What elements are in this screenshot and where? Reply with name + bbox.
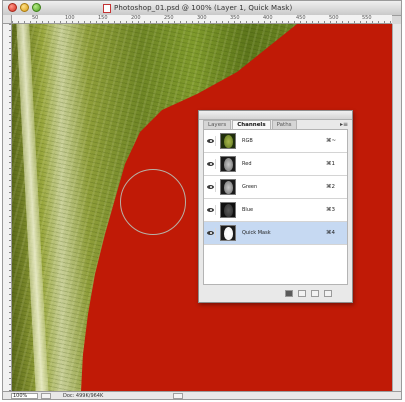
channel-shortcut: ⌘~	[326, 138, 337, 144]
channel-row-rgb[interactable]: RGB ⌘~	[204, 130, 347, 153]
ruler-tick-label: 350	[230, 15, 240, 21]
channel-shortcut: ⌘4	[326, 230, 335, 236]
status-menu-arrow-button[interactable]	[173, 393, 183, 399]
channel-row-quick-mask[interactable]: Quick Mask ⌘4	[204, 222, 347, 245]
horizontal-ruler[interactable]: 50 100 150 200 250 300 350 400 450 500 550	[12, 15, 392, 24]
vertical-ruler[interactable]	[3, 24, 12, 391]
channel-name: RGB	[242, 138, 253, 144]
save-selection-as-channel-icon[interactable]	[298, 290, 306, 297]
channel-name: Quick Mask	[242, 230, 271, 236]
channel-list: RGB ⌘~ Red ⌘1 Green ⌘2 Blue ⌘3 Quick Mask ⌘4	[203, 129, 348, 285]
delete-channel-icon[interactable]	[324, 290, 332, 297]
channel-row-red[interactable]: Red ⌘1	[204, 153, 347, 176]
ruler-tick-label: 450	[296, 15, 306, 21]
document-size-info: Doc: 499K/964K	[63, 393, 104, 399]
tab-paths[interactable]: Paths	[271, 120, 297, 129]
channel-name: Green	[242, 184, 258, 190]
channel-thumbnail	[220, 156, 236, 172]
visibility-eye-icon[interactable]	[206, 228, 216, 238]
minimize-window-button[interactable]	[20, 3, 29, 12]
ruler-tick-label: 500	[329, 15, 339, 21]
window-titlebar[interactable]: Photoshop_01.psd @ 100% (Layer 1, Quick …	[3, 1, 401, 16]
ruler-tick-label: 150	[98, 15, 108, 21]
channel-name: Blue	[242, 207, 254, 213]
ruler-tick-label: 100	[65, 15, 75, 21]
channel-shortcut: ⌘2	[326, 184, 335, 190]
zoom-level-field[interactable]: 100%	[11, 393, 38, 399]
document-icon	[103, 3, 111, 13]
channel-thumbnail	[220, 225, 236, 241]
zoom-window-button[interactable]	[32, 3, 41, 12]
channel-thumbnail	[220, 133, 236, 149]
panel-menu-icon[interactable]: ▸≡	[339, 121, 348, 128]
brush-cursor-circle	[120, 169, 186, 235]
ruler-tick-label: 550	[362, 15, 372, 21]
ruler-tick-label: 300	[197, 15, 207, 21]
close-window-button[interactable]	[8, 3, 17, 12]
visibility-eye-icon[interactable]	[206, 136, 216, 146]
window-title-group: Photoshop_01.psd @ 100% (Layer 1, Quick …	[103, 2, 292, 14]
channel-row-blue[interactable]: Blue ⌘3	[204, 199, 347, 222]
window-title: Photoshop_01.psd @ 100% (Layer 1, Quick …	[114, 4, 293, 12]
new-channel-icon[interactable]	[311, 290, 319, 297]
load-channel-as-selection-icon[interactable]	[285, 290, 293, 297]
status-bar: 100% Doc: 499K/964K	[3, 391, 401, 399]
ruler-tick-label: 250	[164, 15, 174, 21]
channel-row-green[interactable]: Green ⌘2	[204, 176, 347, 199]
visibility-eye-icon[interactable]	[206, 159, 216, 169]
panel-footer	[203, 287, 348, 300]
status-options-button[interactable]	[41, 393, 51, 399]
channel-name: Red	[242, 161, 252, 167]
panel-tab-bar: Layers Channels Paths	[203, 120, 298, 129]
channel-thumbnail	[220, 179, 236, 195]
channels-panel: Layers Channels Paths ▸≡ RGB ⌘~ Red ⌘1 Green ⌘2…	[198, 110, 353, 303]
visibility-eye-icon[interactable]	[206, 205, 216, 215]
channel-thumbnail	[220, 202, 236, 218]
ruler-tick-label: 400	[263, 15, 273, 21]
panel-titlebar[interactable]	[199, 111, 352, 120]
vertical-scrollbar[interactable]	[392, 24, 401, 391]
ruler-tick-label: 200	[131, 15, 141, 21]
tab-layers[interactable]: Layers	[203, 120, 232, 129]
channel-shortcut: ⌘1	[326, 161, 335, 167]
ruler-origin[interactable]	[3, 15, 12, 24]
ruler-tick-label: 50	[32, 15, 39, 21]
visibility-eye-icon[interactable]	[206, 182, 216, 192]
tab-channels[interactable]: Channels	[232, 120, 271, 129]
channel-shortcut: ⌘3	[326, 207, 335, 213]
